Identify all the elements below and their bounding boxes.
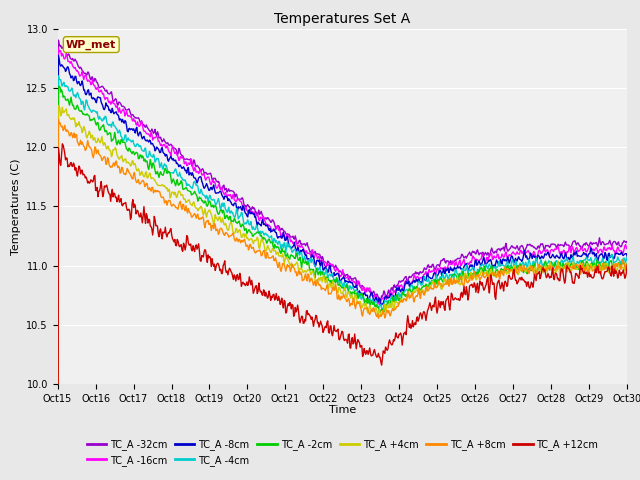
TC_A +12cm: [211, 267, 219, 273]
TC_A -16cm: [181, 159, 189, 165]
TC_A -4cm: [413, 285, 420, 290]
TC_A +8cm: [413, 293, 420, 299]
TC_A -4cm: [124, 137, 131, 143]
TC_A -32cm: [124, 107, 131, 113]
TC_A -8cm: [54, 53, 62, 59]
TC_A -16cm: [211, 181, 219, 187]
TC_A +8cm: [181, 208, 189, 214]
TC_A +8cm: [211, 222, 219, 228]
TC_A +12cm: [181, 247, 189, 253]
TC_A -4cm: [623, 257, 631, 263]
X-axis label: Time: Time: [329, 405, 356, 415]
TC_A -32cm: [211, 175, 219, 181]
Line: TC_A -2cm: TC_A -2cm: [58, 86, 627, 480]
TC_A +12cm: [429, 302, 437, 308]
TC_A +12cm: [623, 262, 631, 268]
TC_A +4cm: [623, 265, 631, 271]
TC_A -16cm: [413, 275, 420, 280]
Line: TC_A -8cm: TC_A -8cm: [58, 56, 627, 480]
TC_A -32cm: [54, 37, 62, 43]
Text: WP_met: WP_met: [66, 39, 116, 50]
TC_A +4cm: [211, 212, 219, 217]
TC_A -4cm: [65, 87, 72, 93]
TC_A -8cm: [429, 273, 437, 279]
TC_A -32cm: [413, 271, 420, 277]
TC_A -2cm: [181, 186, 189, 192]
TC_A -8cm: [211, 190, 219, 195]
TC_A +4cm: [429, 278, 437, 284]
TC_A -2cm: [413, 284, 420, 289]
Line: TC_A -4cm: TC_A -4cm: [58, 76, 627, 480]
TC_A -8cm: [181, 168, 189, 173]
TC_A -32cm: [181, 156, 189, 162]
Line: TC_A +8cm: TC_A +8cm: [58, 120, 627, 480]
TC_A -2cm: [124, 147, 131, 153]
TC_A -2cm: [211, 203, 219, 208]
TC_A -4cm: [54, 73, 62, 79]
TC_A +4cm: [181, 196, 189, 202]
TC_A +12cm: [65, 162, 72, 168]
TC_A -2cm: [65, 99, 72, 105]
TC_A -2cm: [623, 261, 631, 267]
TC_A -32cm: [623, 240, 631, 246]
TC_A +12cm: [413, 317, 420, 323]
TC_A +8cm: [65, 130, 72, 136]
TC_A -16cm: [54, 45, 62, 51]
Y-axis label: Temperatures (C): Temperatures (C): [11, 158, 20, 255]
TC_A -8cm: [65, 66, 72, 72]
Line: TC_A +12cm: TC_A +12cm: [58, 144, 627, 480]
TC_A +8cm: [623, 261, 631, 267]
Line: TC_A +4cm: TC_A +4cm: [58, 106, 627, 480]
TC_A -32cm: [65, 51, 72, 57]
Legend: TC_A -32cm, TC_A -16cm, TC_A -8cm, TC_A -4cm, TC_A -2cm, TC_A +4cm, TC_A +8cm, T: TC_A -32cm, TC_A -16cm, TC_A -8cm, TC_A …: [83, 435, 602, 469]
TC_A +12cm: [58, 141, 66, 147]
TC_A +8cm: [54, 117, 62, 122]
TC_A +4cm: [124, 159, 131, 165]
TC_A -4cm: [181, 177, 189, 183]
TC_A -16cm: [623, 246, 631, 252]
TC_A +8cm: [124, 166, 131, 171]
TC_A -16cm: [429, 268, 437, 274]
Line: TC_A -16cm: TC_A -16cm: [58, 48, 627, 480]
TC_A -8cm: [623, 253, 631, 259]
Line: TC_A -32cm: TC_A -32cm: [58, 40, 627, 480]
TC_A -8cm: [413, 277, 420, 283]
TC_A +8cm: [429, 287, 437, 292]
TC_A -8cm: [124, 128, 131, 134]
TC_A -16cm: [124, 111, 131, 117]
TC_A +12cm: [124, 207, 131, 213]
TC_A -2cm: [55, 83, 63, 89]
TC_A -4cm: [429, 278, 437, 284]
TC_A +4cm: [54, 103, 62, 108]
TC_A -32cm: [429, 262, 437, 267]
TC_A +4cm: [413, 286, 420, 292]
TC_A -16cm: [65, 59, 72, 64]
Title: Temperatures Set A: Temperatures Set A: [275, 12, 410, 26]
TC_A -2cm: [429, 280, 437, 286]
TC_A -4cm: [211, 201, 219, 207]
TC_A +4cm: [65, 112, 72, 118]
